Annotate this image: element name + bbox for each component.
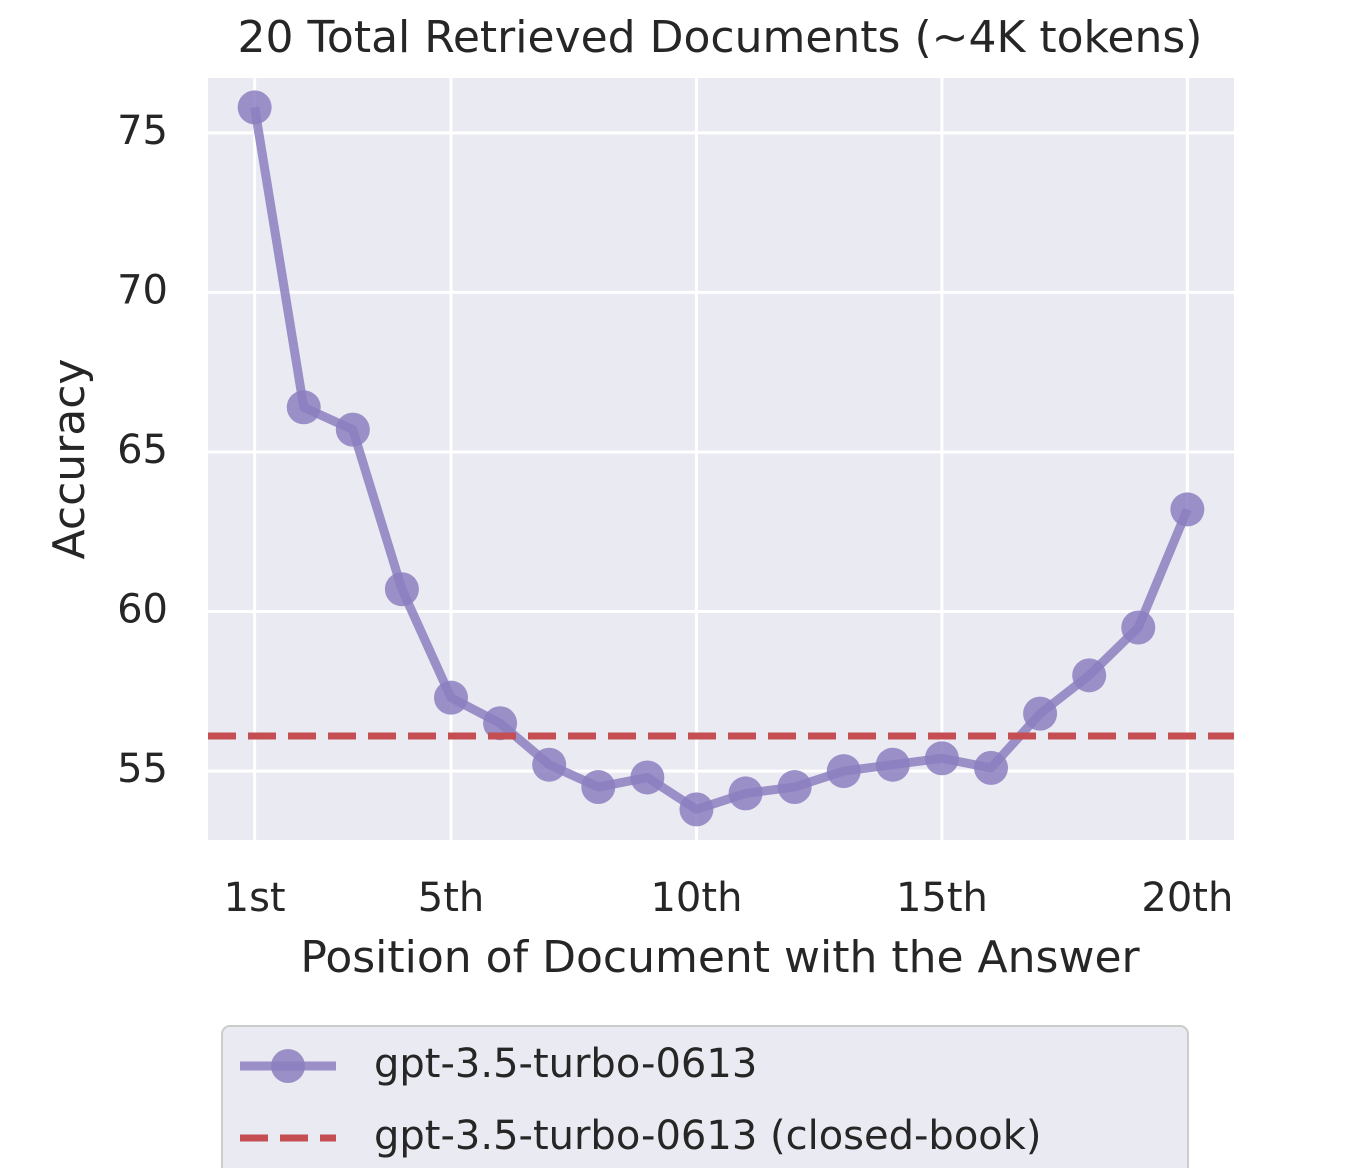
x-tick-label: 5th bbox=[418, 875, 484, 921]
data-point bbox=[924, 741, 959, 776]
legend-box bbox=[221, 1025, 1189, 1168]
data-point bbox=[728, 776, 763, 811]
plot-area bbox=[208, 78, 1234, 840]
x-axis-label: Position of Document with the Answer bbox=[300, 932, 1140, 983]
x-tick-label: 10th bbox=[650, 875, 742, 921]
y-tick-label: 75 bbox=[117, 108, 168, 154]
data-point bbox=[1170, 492, 1205, 527]
data-point bbox=[875, 747, 910, 782]
data-point bbox=[581, 770, 616, 805]
data-point bbox=[777, 770, 812, 805]
data-point bbox=[1023, 696, 1058, 731]
y-tick-label: 65 bbox=[117, 427, 168, 473]
data-point bbox=[434, 680, 468, 715]
data-point bbox=[1072, 658, 1107, 693]
x-tick-label: 15th bbox=[896, 875, 988, 921]
legend-label: gpt-3.5-turbo-0613 bbox=[374, 1041, 757, 1087]
y-tick-label: 70 bbox=[117, 267, 168, 313]
data-point bbox=[1121, 610, 1156, 645]
x-tick-label: 1st bbox=[224, 875, 286, 921]
y-axis-label: Accuracy bbox=[44, 359, 95, 560]
data-point bbox=[335, 412, 370, 447]
data-point bbox=[826, 754, 861, 789]
data-point bbox=[630, 760, 665, 795]
data-point bbox=[532, 747, 567, 782]
data-point bbox=[286, 390, 321, 425]
legend-marker bbox=[271, 1049, 305, 1083]
y-tick-label: 55 bbox=[117, 746, 168, 792]
data-point bbox=[679, 792, 714, 827]
data-point bbox=[974, 750, 1008, 785]
y-tick-label: 60 bbox=[117, 587, 168, 633]
legend-label: gpt-3.5-turbo-0613 (closed-book) bbox=[374, 1113, 1042, 1159]
chart-title: 20 Total Retrieved Documents (~4K tokens… bbox=[238, 12, 1203, 63]
data-point bbox=[483, 706, 518, 741]
data-point bbox=[384, 572, 419, 607]
x-tick-label: 20th bbox=[1141, 875, 1233, 921]
legend: gpt-3.5-turbo-0613 gpt-3.5-turbo-0613 (cl… bbox=[240, 1041, 1042, 1159]
data-point bbox=[237, 90, 272, 125]
marks bbox=[208, 90, 1234, 827]
